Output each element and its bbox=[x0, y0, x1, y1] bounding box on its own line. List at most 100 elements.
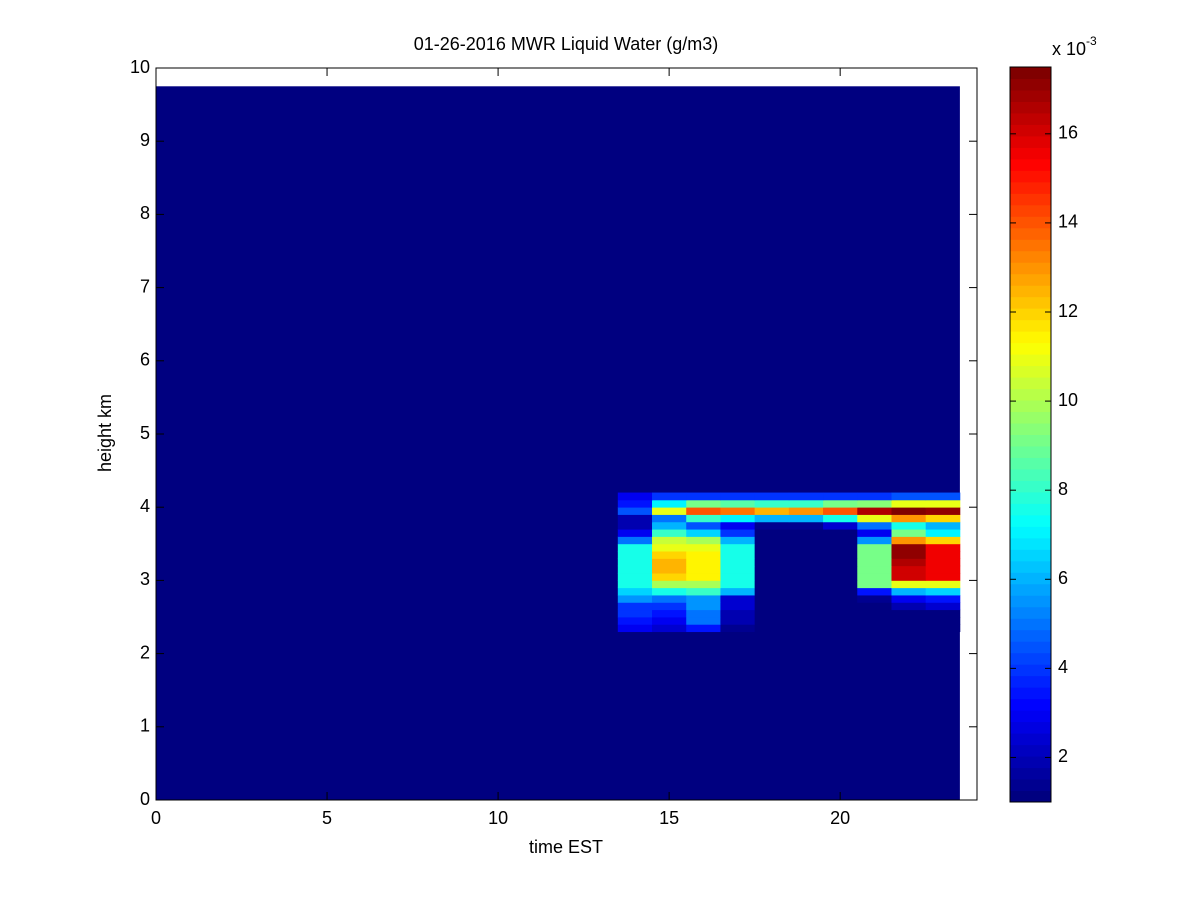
heatmap-cell bbox=[652, 558, 687, 567]
heatmap-cell bbox=[652, 551, 687, 559]
colorbar-swatch bbox=[1010, 181, 1051, 194]
colorbar-swatch bbox=[1010, 423, 1051, 435]
heatmap-cell bbox=[686, 543, 721, 552]
chart-title: 01-26-2016 MWR Liquid Water (g/m3) bbox=[414, 34, 718, 54]
heatmap-cell bbox=[652, 602, 687, 611]
heatmap-cell bbox=[925, 507, 961, 515]
heatmap-cell bbox=[925, 580, 961, 589]
heatmap-cell bbox=[857, 587, 892, 596]
heatmap-cell bbox=[788, 558, 824, 567]
heatmap-cell bbox=[754, 551, 790, 559]
heatmap-cell bbox=[788, 573, 824, 581]
heatmap-cell bbox=[617, 507, 653, 515]
heatmap-cell bbox=[652, 587, 687, 596]
colorbar-swatch bbox=[1010, 296, 1051, 309]
colorbar-swatch bbox=[1010, 710, 1051, 723]
heatmap-cell bbox=[823, 514, 858, 523]
heatmap-cell bbox=[652, 609, 687, 618]
x-tick-label: 10 bbox=[488, 808, 508, 828]
heatmap-cell bbox=[754, 492, 790, 501]
colorbar-swatch bbox=[1010, 503, 1051, 516]
heatmap-cell bbox=[720, 595, 756, 603]
heatmap-cell bbox=[788, 536, 824, 545]
heatmap-cell bbox=[686, 609, 721, 618]
colorbar-swatch bbox=[1010, 388, 1051, 401]
heatmap-cell bbox=[857, 617, 892, 625]
heatmap-cell bbox=[925, 617, 961, 625]
colorbar-swatch bbox=[1010, 583, 1051, 596]
heatmap-cell bbox=[720, 573, 756, 581]
y-tick-label: 6 bbox=[140, 350, 150, 370]
heatmap-cell bbox=[754, 543, 790, 552]
heatmap-cell bbox=[788, 609, 824, 618]
heatmap-cell bbox=[891, 492, 927, 501]
colorbar-swatch bbox=[1010, 262, 1051, 275]
heatmap-cell bbox=[686, 587, 721, 596]
heatmap-cell bbox=[754, 573, 790, 581]
x-axis-label: time EST bbox=[529, 837, 603, 857]
y-tick-label: 4 bbox=[140, 496, 150, 516]
heatmap-cell bbox=[891, 529, 927, 537]
heatmap-cell bbox=[857, 514, 892, 523]
heatmap-cell bbox=[617, 536, 653, 545]
colorbar-swatch bbox=[1010, 468, 1051, 481]
colorbar-swatch bbox=[1010, 193, 1051, 206]
heatmap-cell bbox=[652, 580, 687, 589]
heatmap-cell bbox=[617, 521, 653, 530]
colorbar-swatch bbox=[1010, 101, 1051, 114]
heatmap-cell bbox=[617, 587, 653, 596]
heatmap-cell bbox=[823, 551, 858, 559]
heatmap-cell bbox=[652, 529, 687, 537]
heatmap-cell bbox=[823, 492, 858, 501]
heatmap-cell bbox=[857, 521, 892, 530]
heatmap-cell bbox=[857, 536, 892, 545]
heatmap-cell bbox=[788, 624, 824, 633]
heatmap-cell bbox=[720, 617, 756, 625]
colorbar-frame bbox=[1009, 66, 1052, 803]
heatmap-cell bbox=[823, 558, 858, 567]
heatmap-cell bbox=[891, 595, 927, 603]
heatmap-cell bbox=[891, 551, 927, 559]
colorbar-scale-exponent: -3 bbox=[1086, 34, 1097, 48]
heatmap-cell bbox=[925, 551, 961, 559]
heatmap-cell bbox=[652, 521, 687, 530]
heatmap-cell bbox=[617, 492, 653, 501]
colorbar-swatch bbox=[1010, 480, 1051, 493]
y-tick-label: 5 bbox=[140, 423, 150, 443]
heatmap-cell bbox=[891, 573, 927, 581]
heatmap-cell bbox=[925, 492, 961, 501]
heatmap-cell bbox=[857, 499, 892, 508]
heatmap-cell bbox=[857, 551, 892, 559]
y-tick-label: 9 bbox=[140, 130, 150, 150]
colorbar-swatch bbox=[1010, 767, 1051, 780]
colorbar-swatch bbox=[1010, 629, 1051, 642]
colorbar-swatch bbox=[1010, 239, 1051, 252]
heatmap-cell bbox=[720, 558, 756, 567]
heatmap-cell bbox=[652, 536, 687, 545]
colorbar-swatch bbox=[1010, 514, 1051, 527]
heatmap-cell bbox=[617, 529, 653, 537]
heatmap-background bbox=[156, 86, 960, 801]
heatmap-cell bbox=[925, 536, 961, 545]
heatmap-cell bbox=[720, 551, 756, 559]
heatmap-cell bbox=[617, 617, 653, 625]
colorbar-swatch bbox=[1010, 445, 1051, 458]
heatmap-cell bbox=[754, 609, 790, 618]
heatmap-cell bbox=[788, 529, 824, 537]
heatmap-cell bbox=[720, 507, 756, 515]
heatmap-cell bbox=[652, 595, 687, 603]
heatmap-cell bbox=[720, 602, 756, 611]
colorbar-tick-label: 2 bbox=[1058, 746, 1068, 766]
colorbar-swatch bbox=[1010, 342, 1051, 355]
heatmap-cell bbox=[754, 587, 790, 596]
colorbar-tick-label: 4 bbox=[1058, 657, 1068, 677]
colorbar-tick-label: 8 bbox=[1058, 479, 1068, 499]
colorbar-tick-label: 16 bbox=[1058, 123, 1078, 143]
heatmap-cell bbox=[925, 543, 961, 552]
heatmap-cell bbox=[823, 521, 858, 530]
heatmap-cell bbox=[652, 565, 687, 574]
heatmap-cell bbox=[720, 580, 756, 589]
heatmap-cell bbox=[788, 595, 824, 603]
colorbar-swatch bbox=[1010, 308, 1051, 321]
